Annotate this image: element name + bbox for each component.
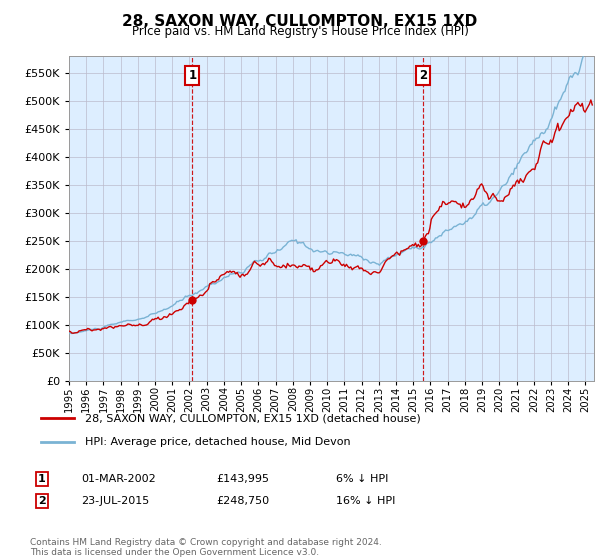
Text: 2: 2 <box>419 69 427 82</box>
Text: 28, SAXON WAY, CULLOMPTON, EX15 1XD (detached house): 28, SAXON WAY, CULLOMPTON, EX15 1XD (det… <box>85 413 421 423</box>
Text: 1: 1 <box>188 69 196 82</box>
Text: 6% ↓ HPI: 6% ↓ HPI <box>336 474 388 484</box>
Text: £248,750: £248,750 <box>216 496 269 506</box>
Text: HPI: Average price, detached house, Mid Devon: HPI: Average price, detached house, Mid … <box>85 436 351 446</box>
Text: 1: 1 <box>38 474 46 484</box>
Text: Contains HM Land Registry data © Crown copyright and database right 2024.
This d: Contains HM Land Registry data © Crown c… <box>30 538 382 557</box>
Text: Price paid vs. HM Land Registry's House Price Index (HPI): Price paid vs. HM Land Registry's House … <box>131 25 469 38</box>
Text: 23-JUL-2015: 23-JUL-2015 <box>81 496 149 506</box>
Text: 01-MAR-2002: 01-MAR-2002 <box>81 474 156 484</box>
Text: £143,995: £143,995 <box>216 474 269 484</box>
Text: 16% ↓ HPI: 16% ↓ HPI <box>336 496 395 506</box>
Text: 2: 2 <box>38 496 46 506</box>
Text: 28, SAXON WAY, CULLOMPTON, EX15 1XD: 28, SAXON WAY, CULLOMPTON, EX15 1XD <box>122 14 478 29</box>
